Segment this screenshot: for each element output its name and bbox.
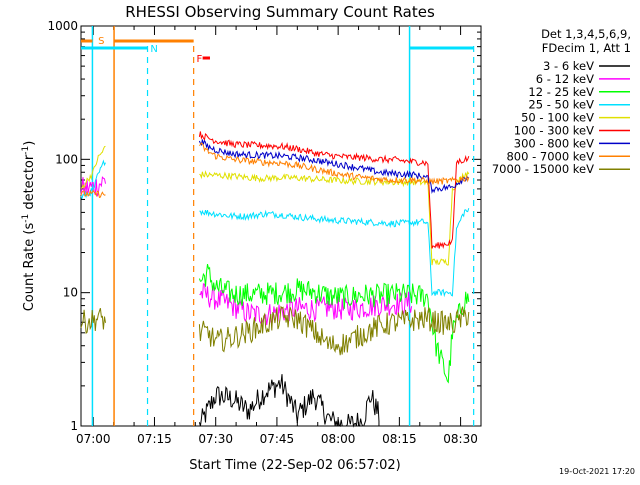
series-line <box>198 263 470 384</box>
y-tick-label: 100 <box>55 152 78 166</box>
legend-label: 300 - 800 keV <box>514 136 594 150</box>
saa-marker-label: S <box>98 36 104 47</box>
y-tick-label: 1 <box>70 419 78 433</box>
legend-label: 100 - 300 keV <box>514 124 594 138</box>
legend-label: 6 - 12 keV <box>536 72 594 86</box>
x-axis-label: Start Time (22-Sep-02 06:57:02) <box>189 458 400 473</box>
x-tick-label: 07:45 <box>260 432 295 446</box>
y-axis-label-sup: -1 <box>21 214 31 223</box>
x-tick-label: 08:00 <box>321 432 356 446</box>
y-axis-label-mid: detector <box>22 154 37 214</box>
legend-label: 12 - 25 keV <box>528 85 594 99</box>
legend-label: 7000 - 15000 keV <box>492 162 594 176</box>
legend-label: 25 - 50 keV <box>528 98 594 112</box>
x-tick-label: 08:30 <box>443 432 478 446</box>
plot-frame <box>80 25 482 427</box>
y-axis-label-end: ) <box>22 141 37 146</box>
series-line <box>80 308 106 335</box>
legend-header-line-1: Det 1,3,4,5,6,9, <box>541 27 631 41</box>
legend-label: 3 - 6 keV <box>543 59 594 73</box>
footer-timestamp: 19-Oct-2021 17:20 <box>559 467 635 476</box>
series-line <box>199 208 470 298</box>
legend-header-line-2: FDecim 1, Att 1 <box>542 41 631 55</box>
y-tick-label: 1000 <box>47 19 78 33</box>
series-line <box>80 159 106 200</box>
x-tick-label: 07:15 <box>137 432 172 446</box>
series-line <box>199 142 470 185</box>
chart-title: RHESSI Observing Summary Count Rates <box>125 3 435 21</box>
y-axis-label: Count Rate (s-1 detector-1) <box>21 141 37 312</box>
x-axis-ticks: 07:00 07:15 07:30 07:45 08:00 08:15 08:30 <box>76 26 482 446</box>
series-line <box>198 139 470 194</box>
series-line <box>198 131 470 249</box>
series-line <box>198 305 470 356</box>
flare-marker-label: F <box>197 54 203 65</box>
series-line <box>80 176 106 197</box>
y-axis-label-main: Count Rate (s <box>22 223 37 312</box>
legend-label: 800 - 7000 keV <box>506 149 594 163</box>
series-line <box>198 374 380 428</box>
series-line <box>80 189 106 199</box>
x-tick-label: 08:15 <box>382 432 417 446</box>
night-marker-label: N <box>150 44 157 55</box>
legend-label: 50 - 100 keV <box>521 111 594 125</box>
series-line <box>199 170 470 266</box>
series-line <box>80 145 106 190</box>
series-layer <box>80 131 470 428</box>
x-tick-label: 07:00 <box>76 432 111 446</box>
x-tick-label: 07:30 <box>198 432 233 446</box>
y-tick-label: 10 <box>63 286 78 300</box>
svg-text:Count Rate (s-1 detector-1): Count Rate (s-1 detector-1) <box>21 141 37 312</box>
y-axis-label-sup2: -1 <box>21 146 31 155</box>
